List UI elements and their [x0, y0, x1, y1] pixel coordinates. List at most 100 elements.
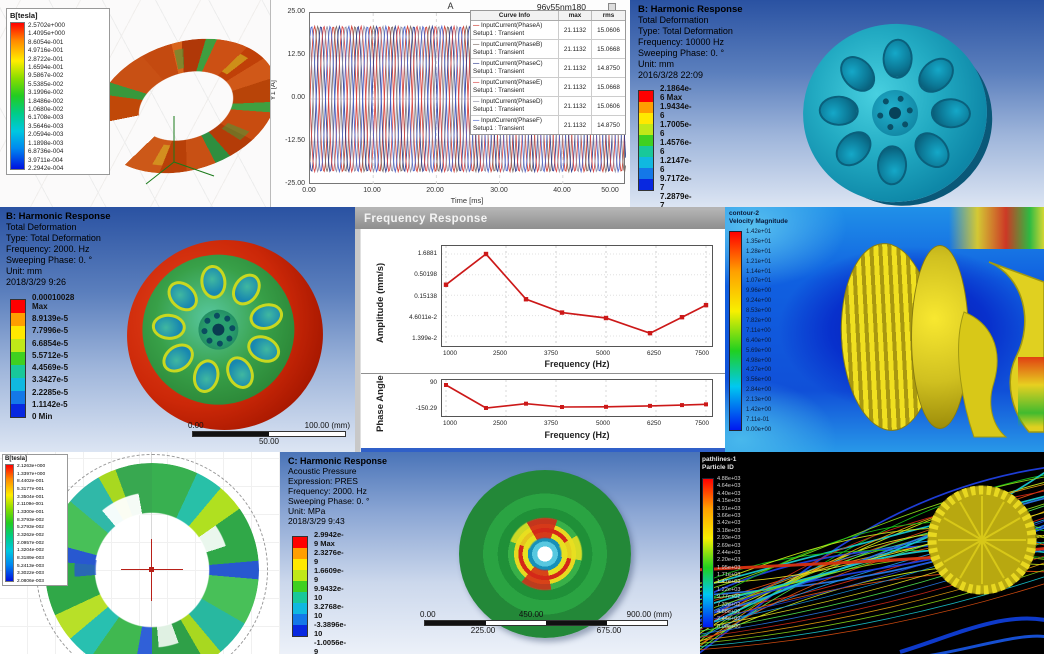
header-line: B: Harmonic Response	[638, 4, 743, 15]
scale-value: 8.9139e-5	[32, 314, 69, 324]
legend-value: 3.3022e-003	[17, 571, 44, 577]
scale-value: -1.0056e-9	[314, 638, 347, 654]
colorbar	[5, 464, 14, 582]
curve-rms: 14.8750	[597, 121, 620, 129]
legend-value: 1.14e+01	[746, 268, 772, 275]
curve-rms: 15.0606	[597, 102, 620, 110]
legend-value: 4.40e+03	[717, 490, 741, 497]
legend-value: 3.18e+03	[717, 527, 741, 534]
curve-setup: Setup1 : Transient	[473, 30, 525, 37]
scale-value: -3.3896e-10	[314, 620, 347, 638]
legend-value: 6.8736e-004	[28, 148, 64, 156]
scale-value: 6.6854e-5	[32, 338, 69, 348]
header-line: Unit: MPa	[288, 506, 326, 516]
header-line: Total Deformation	[638, 15, 709, 25]
curve-rms: 14.8750	[597, 64, 620, 72]
legend-value: 1.21e+01	[746, 258, 772, 265]
flywheel-render	[788, 9, 1002, 207]
curve-color-dash: —	[473, 98, 480, 105]
coordinate-triad	[145, 116, 215, 185]
legend-value: 5.2793e-002	[17, 525, 44, 531]
scale-colorbar	[292, 536, 308, 637]
curve-setup: Setup1 : Transient	[473, 125, 525, 132]
ruler-label: 100.00 (mm)	[304, 421, 350, 430]
contour-hotspot	[1018, 357, 1044, 427]
streamlines-render	[700, 467, 1044, 654]
ruler-label: 0.00	[188, 421, 204, 430]
panel-maxwell-torus: B[tesla] 2.5702e+000 1.4095e+000 8.6054e-0…	[0, 0, 270, 207]
legend-value: 3.9711e-004	[28, 156, 63, 164]
scale-value: 2.2285e-5	[32, 387, 69, 397]
ruler-label: 225.00	[470, 626, 496, 635]
pathlines-legend-values: 4.88e+03 4.64e+03 4.40e+03 4.15e+03 3.91e+03…	[717, 476, 741, 630]
legend-value: 8.4402e-001	[17, 479, 44, 485]
legend-value: 3.91e+03	[717, 505, 741, 512]
y-tick: -150.29	[415, 405, 437, 412]
y-tick: 25.00	[287, 8, 305, 15]
legend-value: 3.3504e-001	[17, 494, 44, 500]
y-tick: 12.50	[287, 51, 305, 58]
ruler-label: 900.00 (mm)	[626, 610, 672, 619]
y-tick: 1.399e-2	[412, 335, 437, 342]
legend-value: 3.1996e-002	[28, 89, 64, 97]
x-tick: 5000	[595, 350, 610, 357]
panel-current-plot: A 96v55nm180 Y1 [A] 25.00 12.50 0.00 -12…	[270, 0, 630, 207]
x-axis-label: Time [ms]	[450, 196, 484, 205]
legend-value: 9.5867e-002	[28, 72, 64, 80]
legend-value: 7.11e-01	[746, 416, 770, 423]
result-header: B: Harmonic Response Total Deformation Typ…	[6, 211, 111, 288]
header-line: Frequency: 10000 Hz	[638, 37, 725, 47]
x-tick: 2500	[492, 350, 507, 357]
legend-value: 3.56e+00	[746, 377, 772, 384]
legend-value: 2.44e+03	[717, 549, 741, 556]
legend-value: 0.00e+00	[717, 623, 741, 630]
col-curve-info: Curve Info	[471, 11, 559, 20]
legend-value: 1.8486e-002	[28, 97, 64, 105]
y-tick: -25.00	[285, 180, 305, 187]
header-line: Sweeping Phase: 0. °	[288, 496, 370, 506]
x-tick: 7500	[694, 350, 709, 357]
legend-value: 4.88e+03	[717, 476, 741, 482]
phase-curve	[444, 380, 708, 416]
legend-value: 2.0957e-002	[17, 540, 44, 546]
legend-value: 2.44e+02	[717, 616, 741, 623]
x-tick: 7500	[694, 420, 709, 427]
rotor-field-detail	[45, 463, 259, 654]
pathlines-legend-title: pathlines-1 Particle ID	[702, 456, 736, 472]
curve-info-table: Curve Info max rms — InputCurrent(PhaseA…	[470, 10, 626, 135]
x-tick: 3750	[543, 350, 558, 357]
phase-plot-area	[441, 379, 713, 417]
legend-value: 2.2942e-004	[28, 164, 64, 172]
legend-value: 8.3793e-002	[17, 517, 44, 523]
curve-max: 21.1132	[559, 59, 592, 77]
header-line: Type: Total Deformation	[6, 233, 101, 243]
pathlines-colorbar	[702, 478, 714, 628]
panel-harmonic-wheel: B: Harmonic Response Total Deformation Typ…	[0, 207, 355, 452]
header-line: Acoustic Pressure	[288, 466, 357, 476]
wheel-hub	[196, 307, 241, 352]
curve-max: 21.1132	[559, 40, 592, 58]
window-titlebar[interactable]: Frequency Response	[355, 210, 725, 229]
scale-ruler: 0.00 100.00 (mm) 50.00	[188, 421, 350, 446]
phase-axis-label: Phase Angle	[375, 375, 386, 433]
curve-setup: Setup1 : Transient	[473, 87, 525, 94]
amplitude-curve	[442, 246, 712, 346]
legend-value: 1.28e+01	[746, 248, 772, 255]
result-header: C: Harmonic Response Acoustic Pressure Exp…	[288, 456, 387, 526]
curve-rms: 15.0668	[597, 45, 620, 53]
scale-colorbar	[638, 90, 654, 191]
scale-values: 2.9942e-9 Max 2.3276e-9 1.6609e-9 9.9432e-1…	[314, 530, 347, 654]
scale-value: 1.1142e-5	[32, 399, 68, 409]
legend-title-line: pathlines-1	[702, 456, 737, 463]
header-line: Unit: mm	[638, 59, 674, 69]
legend-value: 8.6054e-001	[28, 38, 64, 46]
legend-value: 2.1263e+000	[17, 464, 46, 469]
legend-values: 2.1263e+000 1.3397e+000 8.4402e-001 5.3177e…	[17, 464, 45, 584]
legend-value: 5.2413e-003	[17, 563, 44, 569]
scale-value: 3.2768e-10	[314, 602, 344, 620]
curve-name: InputCurrent(PhaseA)	[481, 22, 543, 29]
x-tick: 1000	[442, 420, 457, 427]
legend-value: 2.69e+03	[717, 542, 741, 549]
scale-value: 7.7996e-5	[32, 326, 69, 336]
